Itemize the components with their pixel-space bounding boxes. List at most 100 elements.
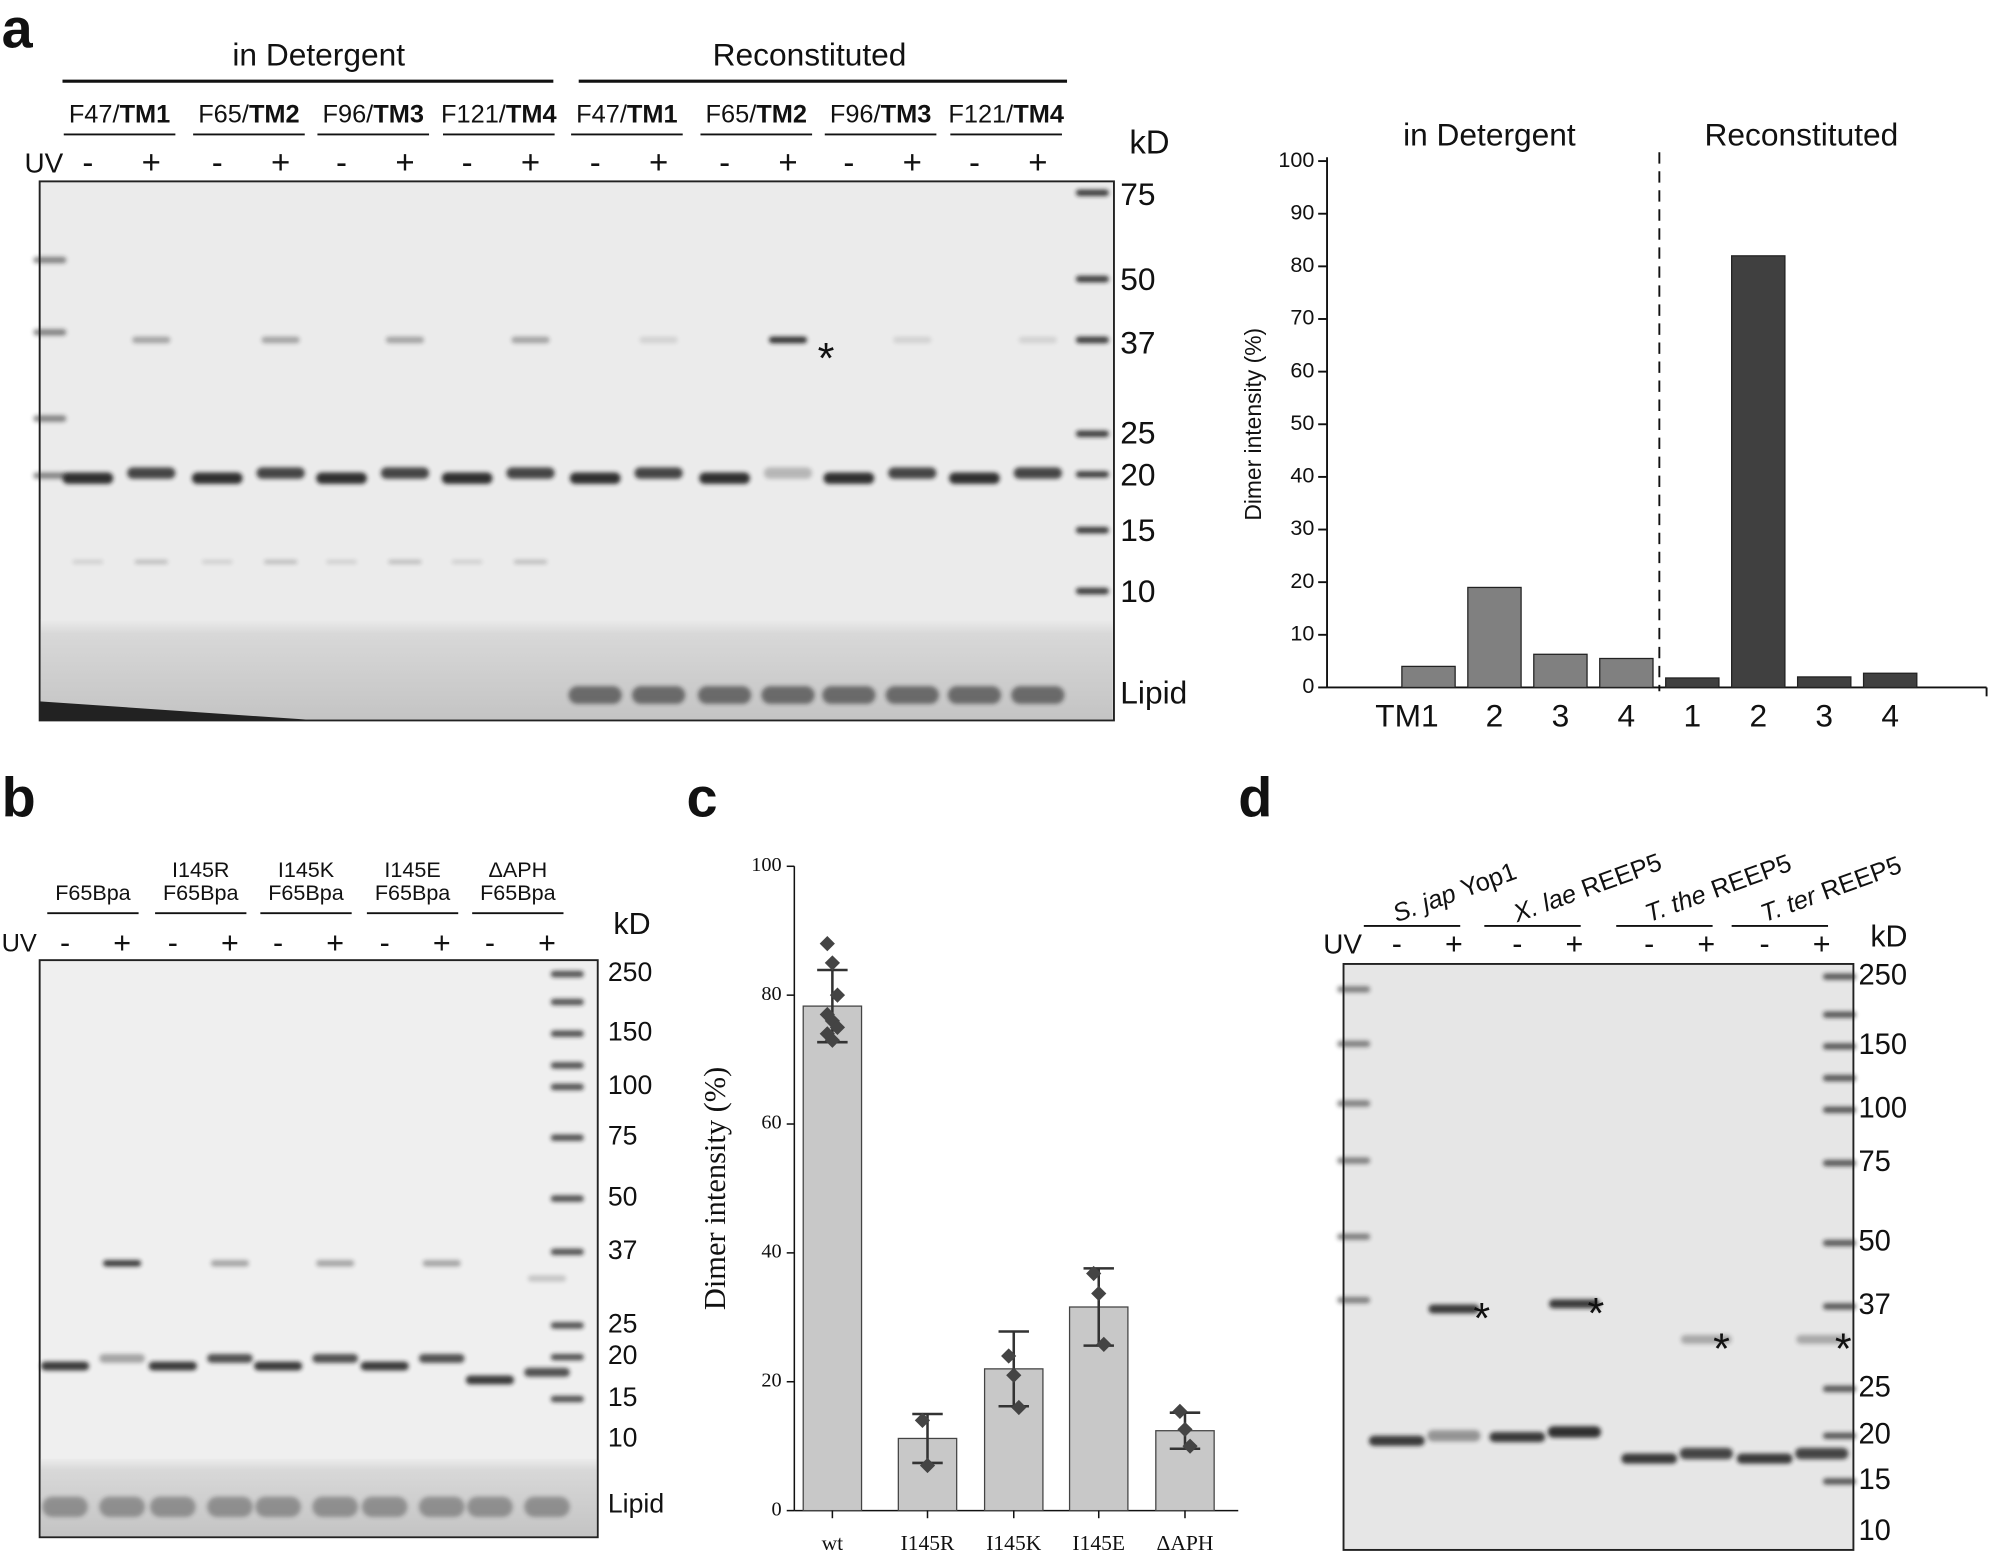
gel-band <box>1337 1157 1371 1164</box>
replicate-point <box>819 935 835 952</box>
lane-prefix: F96/ <box>322 100 374 128</box>
marker-label: 10 <box>1120 573 1155 609</box>
gel-band <box>1822 1303 1856 1310</box>
kd-label: kD <box>1129 123 1169 160</box>
lane-label: F96/TM3 <box>830 100 931 128</box>
gel-band <box>550 1134 584 1141</box>
gel-band <box>1822 1106 1856 1113</box>
bar <box>1467 586 1522 689</box>
gel-band <box>33 415 67 422</box>
panel-label: a <box>2 0 34 60</box>
gel-band <box>1489 1431 1546 1443</box>
uv-sign: + <box>395 144 414 181</box>
x-tick-label: 2 <box>1486 697 1504 733</box>
uv-sign: + <box>903 144 922 181</box>
gel-band <box>1075 275 1109 283</box>
y-tick-label: 0 <box>1302 673 1314 698</box>
y-tick-label: 50 <box>1290 410 1314 435</box>
gel-band <box>42 1496 88 1517</box>
gel-band <box>254 1361 303 1371</box>
gel-band <box>822 686 876 704</box>
lane-label: F65Bpa <box>480 880 555 905</box>
gel-band <box>1679 1447 1733 1460</box>
marker-label: 250 <box>608 957 652 987</box>
lane-label: S. japYop1 <box>1389 857 1520 928</box>
gel-band <box>261 336 300 344</box>
gel-band <box>99 1496 145 1517</box>
gel-edge <box>39 701 319 721</box>
gel-band <box>312 1353 359 1363</box>
gel-band <box>33 472 67 479</box>
uv-sign: + <box>538 926 556 960</box>
replicate-point <box>824 1032 840 1048</box>
gel-band <box>264 559 298 564</box>
gel-band <box>569 472 621 484</box>
gel-band <box>511 336 550 344</box>
gel-band <box>385 336 424 344</box>
replicate-point <box>1011 1399 1027 1416</box>
x-tick-label: TM1 <box>1375 697 1438 733</box>
lane-tm: TM2 <box>756 100 807 128</box>
gel-band <box>888 467 937 479</box>
gel-band <box>312 1496 359 1517</box>
gel-band <box>99 1353 145 1363</box>
lane-label: F121/TM4 <box>948 100 1064 128</box>
marker-label: 50 <box>1120 261 1155 297</box>
y-axis-title: Dimer intensity (%) <box>698 1067 732 1310</box>
gel-band <box>524 1367 570 1377</box>
gel-band <box>568 686 622 704</box>
uv-sign: + <box>649 144 668 181</box>
gel-band <box>33 256 67 264</box>
lane-prefix: F47/ <box>69 100 121 128</box>
gel-band <box>550 1322 584 1329</box>
y-tick-label: 60 <box>1290 357 1314 382</box>
bar <box>1862 672 1918 689</box>
uv-sign: + <box>326 926 344 960</box>
gel-band <box>1549 1299 1600 1309</box>
lane-label: I145R <box>172 857 230 882</box>
bar <box>1665 677 1720 689</box>
gel-band <box>202 559 233 564</box>
uv-sign: + <box>113 926 131 960</box>
gel-band <box>207 1496 253 1517</box>
uv-sign: - <box>212 144 223 181</box>
replicate-point <box>1006 1367 1022 1383</box>
bar <box>1401 665 1456 689</box>
marker-label: 20 <box>1858 1418 1890 1450</box>
uv-label: UV <box>1323 929 1362 960</box>
gel-band <box>1680 1334 1732 1344</box>
gel-band <box>40 1361 90 1371</box>
uv-sign: + <box>142 144 161 181</box>
gel-band <box>256 467 305 479</box>
uv-sign: - <box>82 144 93 181</box>
y-tick-label: 0 <box>772 1498 782 1520</box>
gel-band <box>1822 1239 1856 1247</box>
dimer-asterisk: * <box>1835 1325 1852 1373</box>
gel-band <box>697 686 752 704</box>
gel-band <box>465 1375 515 1385</box>
gel-band <box>326 559 357 564</box>
gel <box>38 959 599 1539</box>
replicate-point <box>829 1019 846 1035</box>
gel-band <box>631 686 686 704</box>
replicate-point <box>819 1026 835 1042</box>
gel-a <box>38 180 1115 722</box>
lane-label: F65/TM2 <box>706 100 807 128</box>
gel-band <box>1018 336 1057 344</box>
x-tick-label: I145K <box>986 1531 1041 1555</box>
lane-label: ΔAPH <box>488 857 547 882</box>
gel-band <box>1337 1296 1371 1304</box>
gel-band <box>1795 1447 1849 1460</box>
gel-band <box>550 1030 584 1037</box>
uv-sign: - <box>60 926 70 960</box>
uv-sign: - <box>969 144 980 181</box>
gel-band <box>62 472 114 484</box>
uv-sign: - <box>462 144 473 181</box>
replicate-point <box>1182 1438 1198 1454</box>
marker-label: 25 <box>1858 1372 1890 1404</box>
gel-band <box>1822 1043 1856 1050</box>
lane-label: F96/TM3 <box>322 100 423 128</box>
marker-label: 10 <box>1858 1515 1890 1547</box>
x-tick-label: I145R <box>901 1531 955 1555</box>
gel-band <box>191 472 243 484</box>
